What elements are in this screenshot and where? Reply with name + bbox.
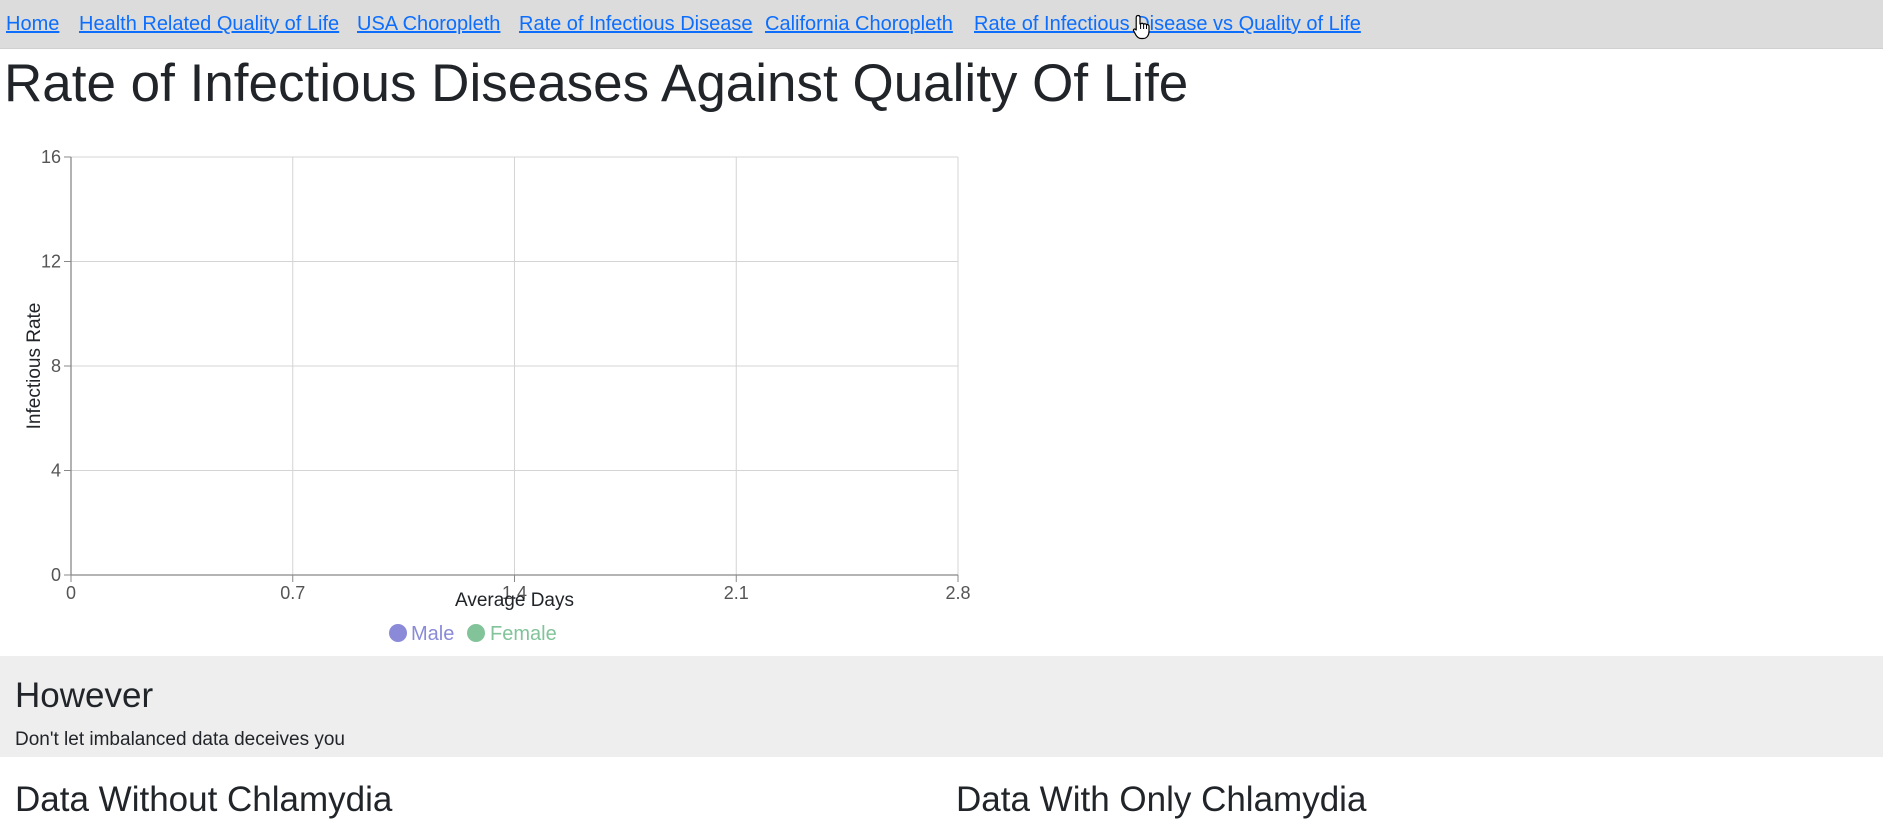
y-tick-label: 8 xyxy=(51,356,61,376)
nav-link-usa-choropleth[interactable]: USA Choropleth xyxy=(357,13,501,35)
legend-marker-female[interactable] xyxy=(467,624,485,642)
legend-marker-male[interactable] xyxy=(389,624,407,642)
nav-link-home[interactable]: Home xyxy=(6,13,60,35)
however-section: However Don't let imbalanced data deceiv… xyxy=(0,656,1883,757)
however-heading: However xyxy=(15,676,154,715)
page-title: Rate of Infectious Diseases Against Qual… xyxy=(4,54,1189,113)
data-without-chlamydia-title: Data Without Chlamydia xyxy=(15,780,393,819)
hand-cursor-icon xyxy=(1132,14,1150,40)
chart-axes xyxy=(64,156,959,582)
chart-grid xyxy=(70,156,959,576)
x-tick-label: 1.4 xyxy=(502,583,527,603)
top-nav: Home Health Related Quality of Life USA … xyxy=(0,0,1883,49)
however-text: Don't let imbalanced data deceives you xyxy=(15,729,345,750)
chart-legend: Male Female xyxy=(389,623,557,645)
x-tick-label: 0.7 xyxy=(280,583,305,603)
x-tick-label: 2.1 xyxy=(724,583,749,603)
x-tick-label: 0 xyxy=(66,583,76,603)
y-tick-label: 12 xyxy=(41,252,61,272)
nav-link-infectious-vs-quality[interactable]: Rate of Infectious Disease vs Quality of… xyxy=(974,13,1361,35)
y-tick-label: 4 xyxy=(51,461,61,481)
x-tick-label: 2.8 xyxy=(945,583,970,603)
data-with-only-chlamydia-title: Data With Only Chlamydia xyxy=(956,780,1367,819)
chart-tick-labels: 0 0.7 1.4 2.1 2.8 0 4 8 12 16 xyxy=(41,147,971,603)
legend-label-female[interactable]: Female xyxy=(490,623,557,645)
nav-link-california-choropleth[interactable]: California Choropleth xyxy=(765,13,953,35)
legend-label-male[interactable]: Male xyxy=(411,623,454,645)
y-tick-label: 0 xyxy=(51,565,61,585)
x-axis-label: Average Days xyxy=(455,590,574,611)
y-tick-label: 16 xyxy=(41,147,61,167)
y-axis-label: Infectious Rate xyxy=(24,303,45,430)
nav-link-health-related-quality-of-life[interactable]: Health Related Quality of Life xyxy=(79,13,340,35)
nav-link-rate-of-infectious-disease[interactable]: Rate of Infectious Disease xyxy=(519,13,753,35)
scatter-chart: 0 0.7 1.4 2.1 2.8 0 4 8 12 16 Infectious Rate Ave… xyxy=(24,147,971,645)
